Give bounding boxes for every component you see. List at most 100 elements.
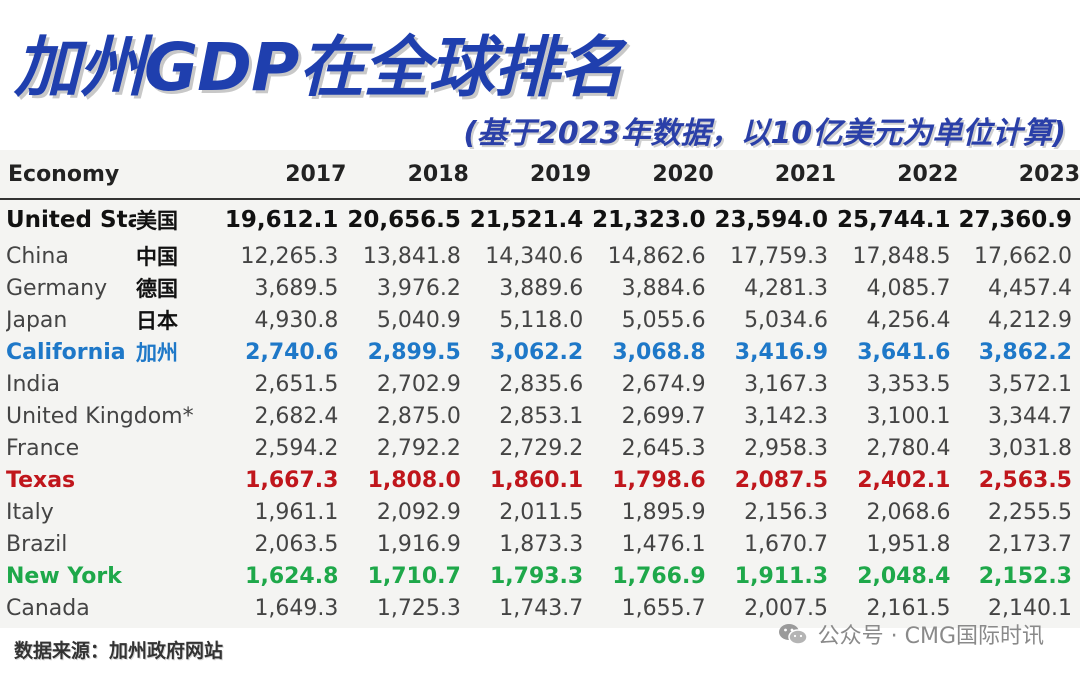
gdp-value-cell: 4,256.4 (866, 307, 951, 333)
gdp-value-cell: 1,808.0 (367, 467, 461, 493)
gdp-value-cell: 1,911.3 (734, 563, 829, 589)
gdp-value-cell: 2,048.4 (857, 563, 951, 589)
economy-chinese-name: 日本 (136, 309, 178, 333)
gdp-value-cell: 2,702.9 (376, 371, 461, 397)
gdp-value-cell: 2,140.1 (988, 595, 1072, 621)
gdp-value-cell: 25,744.1 (836, 207, 951, 233)
gdp-value-cell: 1,951.8 (866, 531, 951, 557)
economy-cell: California 加州 (0, 336, 225, 368)
economy-name: France (6, 435, 80, 461)
gdp-value-cell: 3,062.2 (489, 339, 584, 365)
gdp-value-cell: 27,360.9 (958, 207, 1073, 233)
table-row: Germany 德国 3,689.5 3,976.2 3,889.6 3,884.6 4,2… (0, 272, 1080, 304)
gdp-value-cell: 21,323.0 (592, 207, 706, 233)
gdp-value-cell: 23,594.0 (714, 207, 829, 233)
table-row: Canada 1,649.3 1,725.3 1,743.7 1,655.7 2,007.… (0, 592, 1080, 624)
gdp-value-cell: 3,889.6 (499, 275, 584, 301)
economy-cell: United States美国 (0, 199, 225, 240)
gdp-value-cell: 5,055.6 (621, 307, 706, 333)
gdp-value-cell: 2,092.9 (376, 499, 461, 525)
watermark: 公众号 · CMG国际时讯 (778, 618, 1044, 650)
gdp-value-cell: 1,793.3 (489, 563, 584, 589)
wechat-icon (778, 622, 808, 646)
column-header-2023: 2023 (1018, 161, 1080, 187)
gdp-value-cell: 14,862.6 (607, 243, 706, 269)
watermark-text: 公众号 · CMG国际时讯 (817, 624, 1044, 649)
gdp-value-cell: 1,667.3 (245, 467, 339, 493)
gdp-value-cell: 3,976.2 (376, 275, 461, 301)
column-header-2018: 2018 (407, 161, 469, 187)
table-row: United Kingdom* 2,682.4 2,875.0 2,853.1 2,69… (0, 400, 1080, 432)
gdp-value-cell: 17,662.0 (974, 243, 1072, 269)
gdp-table: Economy 2017 2018 2019 2020 2021 2022 20… (0, 150, 1080, 624)
gdp-value-cell: 20,656.5 (347, 207, 461, 233)
gdp-value-cell: 3,167.3 (744, 371, 829, 397)
table-row: France 2,594.2 2,792.2 2,729.2 2,645.3 2,958.… (0, 432, 1080, 464)
gdp-value-cell: 3,353.5 (866, 371, 951, 397)
gdp-value-cell: 2,156.3 (744, 499, 829, 525)
column-header-2020: 2020 (652, 161, 714, 187)
gdp-value-cell: 2,087.5 (734, 467, 829, 493)
table-row: Texas 1,667.3 1,808.0 1,860.1 1,798.6 2,087.5… (0, 464, 1080, 496)
gdp-value-cell: 13,841.8 (362, 243, 461, 269)
gdp-value-cell: 2,699.7 (621, 403, 706, 429)
gdp-value-cell: 2,594.2 (254, 435, 339, 461)
gdp-value-cell: 5,040.9 (376, 307, 461, 333)
gdp-value-cell: 2,958.3 (744, 435, 829, 461)
economy-name: Brazil (6, 531, 68, 557)
gdp-value-cell: 1,873.3 (499, 531, 584, 557)
gdp-value-cell: 2,152.3 (978, 563, 1072, 589)
gdp-value-cell: 4,085.7 (866, 275, 951, 301)
economy-cell: Japan 日本 (0, 304, 225, 336)
table-header-row: Economy 2017 2018 2019 2020 2021 2022 20… (0, 150, 1080, 199)
economy-cell: China 中国 (0, 240, 225, 272)
table-row: United States美国19,612.1 20,656.5 21,521.4 2… (0, 199, 1080, 240)
gdp-value-cell: 1,766.9 (612, 563, 706, 589)
column-header-2022: 2022 (897, 161, 959, 187)
page-subtitle: (基于2023年数据，以10亿美元为单位计算) (463, 116, 1066, 151)
gdp-value-cell: 2,740.6 (245, 339, 339, 365)
gdp-value-cell: 1,725.3 (376, 595, 461, 621)
gdp-value-cell: 2,173.7 (988, 531, 1072, 557)
gdp-value-cell: 2,651.5 (254, 371, 339, 397)
gdp-value-cell: 1,670.7 (744, 531, 829, 557)
gdp-value-cell: 3,344.7 (988, 403, 1072, 429)
gdp-value-cell: 4,930.8 (254, 307, 339, 333)
economy-name: United States (6, 207, 136, 233)
gdp-value-cell: 2,875.0 (376, 403, 461, 429)
gdp-value-cell: 2,068.6 (866, 499, 951, 525)
economy-name: China (6, 243, 69, 269)
gdp-value-cell: 21,521.4 (469, 207, 584, 233)
table-row: New York 1,624.8 1,710.7 1,793.3 1,766.9 1,91… (0, 560, 1080, 592)
gdp-value-cell: 19,612.1 (224, 207, 339, 233)
gdp-value-cell: 2,007.5 (744, 595, 829, 621)
gdp-value-cell: 1,895.9 (621, 499, 706, 525)
gdp-value-cell: 1,710.7 (367, 563, 461, 589)
economy-name: Germany (6, 275, 108, 301)
gdp-value-cell: 2,402.1 (857, 467, 951, 493)
gdp-value-cell: 2,161.5 (866, 595, 951, 621)
gdp-value-cell: 5,118.0 (499, 307, 584, 333)
economy-chinese-name: 中国 (136, 245, 178, 269)
column-header-2021: 2021 (774, 161, 837, 187)
economy-cell: Texas (0, 464, 225, 496)
economy-cell: Germany 德国 (0, 272, 225, 304)
table-row: India 2,651.5 2,702.9 2,835.6 2,674.9 3,167.3… (0, 368, 1080, 400)
table-row: Japan 日本 4,930.8 5,040.9 5,118.0 5,055.6 5,034… (0, 304, 1080, 336)
economy-cell: Brazil (0, 528, 225, 560)
gdp-value-cell: 1,743.7 (499, 595, 584, 621)
table-row: Brazil 2,063.5 1,916.9 1,873.3 1,476.1 1,670.… (0, 528, 1080, 560)
table-row: China 中国 12,265.3 13,841.8 14,340.6 14,862.6 1… (0, 240, 1080, 272)
economy-name: California (6, 339, 126, 365)
gdp-value-cell: 2,063.5 (254, 531, 339, 557)
gdp-value-cell: 3,142.3 (744, 403, 829, 429)
gdp-value-cell: 3,641.6 (857, 339, 951, 365)
gdp-value-cell: 3,068.8 (612, 339, 706, 365)
gdp-value-cell: 12,265.3 (240, 243, 339, 269)
gdp-value-cell: 3,416.9 (734, 339, 829, 365)
gdp-value-cell: 1,961.1 (254, 499, 339, 525)
gdp-value-cell: 2,011.5 (499, 499, 584, 525)
data-source-note: 数据来源：加州政府网站 (14, 640, 224, 662)
gdp-value-cell: 3,031.8 (988, 435, 1072, 461)
economy-cell: New York (0, 560, 225, 592)
